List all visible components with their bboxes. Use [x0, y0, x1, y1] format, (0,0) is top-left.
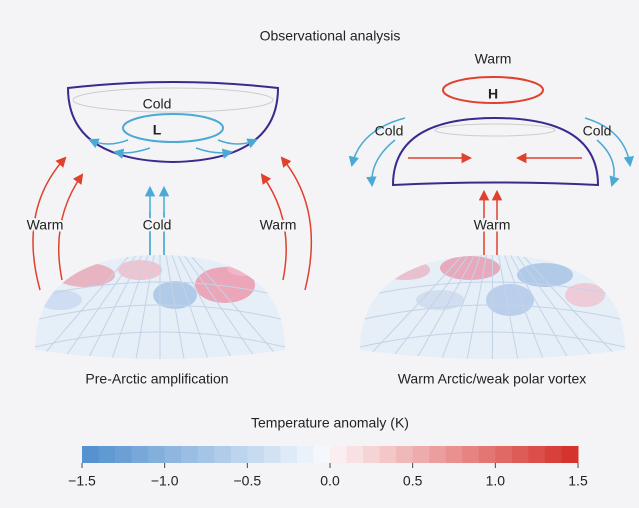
colorbar-cell	[115, 446, 133, 463]
parallel	[35, 331, 285, 348]
colorbar-cell	[82, 446, 100, 463]
globe	[35, 255, 285, 359]
label: Warm	[474, 217, 511, 233]
meridian	[412, 255, 475, 359]
colorbar-title: Temperature anomaly (K)	[251, 415, 409, 431]
colorbar-cell	[98, 446, 116, 463]
colorbar-cell	[296, 446, 314, 463]
colorbar-cell	[230, 446, 248, 463]
label: Cold	[375, 123, 404, 139]
colorbar-cell	[330, 446, 348, 463]
meridian	[386, 255, 469, 359]
label: Warm	[475, 51, 512, 67]
colorbar-cell	[313, 446, 331, 463]
globe	[360, 255, 625, 359]
anomaly	[195, 267, 255, 303]
anomaly	[55, 263, 115, 287]
colorbar-cell	[412, 446, 430, 463]
parallel	[360, 304, 625, 321]
meridian	[504, 255, 546, 359]
meridian	[109, 255, 149, 359]
meridian	[171, 255, 211, 359]
meridian	[522, 255, 625, 359]
label: H	[488, 86, 498, 102]
colorbar-cell	[462, 446, 480, 463]
colorbar-cell	[495, 446, 513, 463]
title: Observational analysis	[260, 28, 401, 44]
caption: Pre-Arctic amplification	[85, 371, 228, 387]
colorbar-cell	[363, 446, 381, 463]
tick-label: 1.5	[568, 473, 588, 489]
meridian	[177, 255, 236, 359]
tick-label: 1.0	[486, 473, 506, 489]
anomaly	[227, 260, 263, 276]
colorbar-cell	[429, 446, 447, 463]
meridian	[439, 255, 481, 359]
colorbar-cell	[214, 446, 232, 463]
colorbar-cell	[379, 446, 397, 463]
colorbar-cell	[528, 446, 546, 463]
anomaly	[565, 283, 605, 307]
label: Cold	[143, 217, 172, 233]
tick-label: 0.5	[403, 473, 423, 489]
tick-label: −1.5	[68, 473, 96, 489]
label: Warm	[260, 217, 297, 233]
parallel	[35, 281, 285, 298]
tick-label: −0.5	[234, 473, 262, 489]
parallel	[360, 331, 625, 348]
anomaly	[416, 290, 464, 310]
caption: Warm Arctic/weak polar vortex	[398, 371, 587, 387]
label: Cold	[583, 123, 612, 139]
meridian	[59, 255, 137, 359]
colorbar-cell	[544, 446, 562, 463]
meridian	[360, 255, 463, 359]
anomaly	[440, 256, 500, 280]
meridian	[35, 255, 131, 359]
anomaly	[38, 290, 82, 310]
colorbar-cell	[445, 446, 463, 463]
colorbar-cell	[511, 446, 529, 463]
colorbar-cell	[131, 446, 149, 463]
colorbar-cell	[247, 446, 265, 463]
colorbar-cell	[148, 446, 166, 463]
colorbar-cell	[164, 446, 182, 463]
colorbar-cell	[181, 446, 199, 463]
colorbar-cell	[396, 446, 414, 463]
tick-label: −1.0	[151, 473, 179, 489]
panel-right	[348, 76, 635, 262]
anomaly	[380, 260, 430, 280]
parallel	[360, 281, 625, 298]
colorbar-cell	[280, 446, 298, 463]
label: Warm	[27, 217, 64, 233]
anomaly	[153, 281, 197, 309]
panel-left	[32, 81, 313, 291]
colorbar: −1.5 −1.0 −0.5 0.0 0.5 1.0 1.5	[68, 446, 588, 489]
anomaly	[517, 263, 573, 287]
parallel	[35, 304, 285, 321]
tick-label: 0.0	[320, 473, 340, 489]
label: Cold	[143, 96, 172, 112]
meridian	[189, 255, 285, 359]
colorbar-cell	[478, 446, 496, 463]
anomaly	[486, 284, 534, 316]
label: L	[153, 122, 162, 138]
colorbar-cell	[561, 446, 579, 463]
meridian	[183, 255, 261, 359]
colorbar-cell	[197, 446, 215, 463]
colorbar-cell	[346, 446, 364, 463]
meridian	[516, 255, 599, 359]
colorbar-cell	[263, 446, 281, 463]
meridian	[84, 255, 143, 359]
meridian	[510, 255, 573, 359]
